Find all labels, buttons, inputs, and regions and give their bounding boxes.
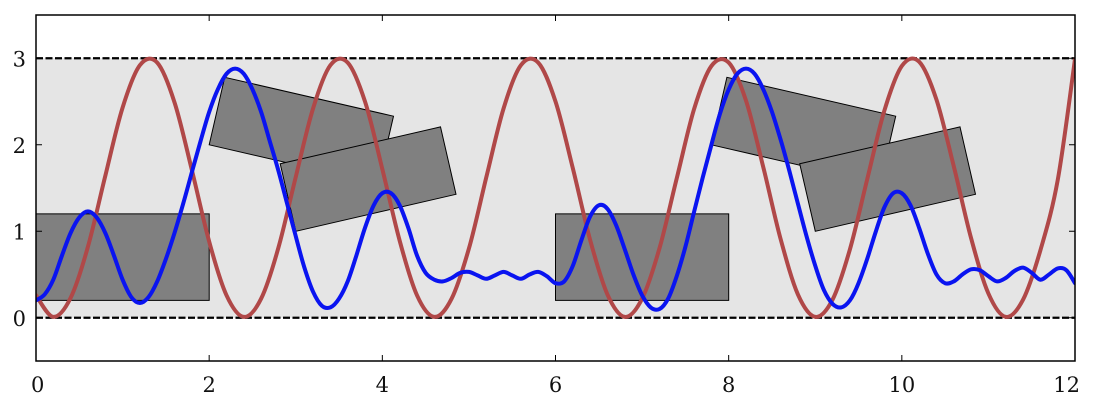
x-tick-label: 2 — [202, 373, 215, 397]
y-tick-label: 0 — [13, 307, 26, 331]
x-tick-label: 12 — [1053, 373, 1080, 397]
y-tick-label: 3 — [13, 47, 26, 71]
y-tick-label: 2 — [13, 134, 26, 158]
x-tick-label: 6 — [549, 373, 562, 397]
series-line-1 — [36, 56, 1075, 319]
y-tick-label: 1 — [13, 220, 26, 244]
x-tick-label: 10 — [888, 373, 915, 397]
x-tick-label: 4 — [376, 373, 389, 397]
gray-rectangle-6 — [799, 126, 977, 232]
gray-rectangle-3 — [279, 126, 457, 232]
x-tick-label: 8 — [722, 373, 735, 397]
gray-rectangle-4 — [555, 213, 730, 301]
x-tick-label: 0 — [31, 373, 44, 397]
series-line-2 — [36, 66, 1075, 312]
